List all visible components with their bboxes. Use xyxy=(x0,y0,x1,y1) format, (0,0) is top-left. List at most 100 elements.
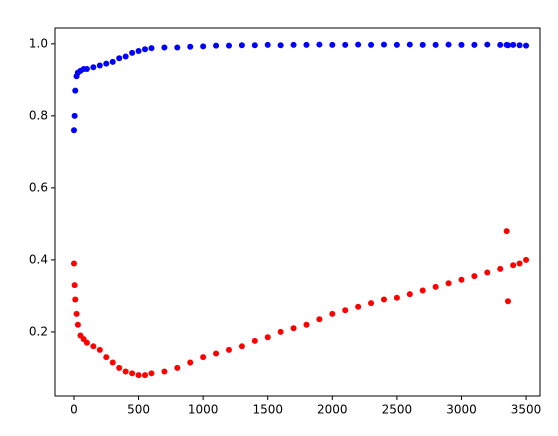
point xyxy=(504,298,511,305)
y-tick-label: 0.6 xyxy=(29,180,48,194)
x-tick-label: 3500 xyxy=(511,403,542,417)
point xyxy=(503,228,510,235)
point xyxy=(368,41,375,48)
point xyxy=(510,262,517,269)
point xyxy=(122,368,129,375)
x-tick-label: 2000 xyxy=(317,403,348,417)
point xyxy=(406,291,413,298)
point xyxy=(342,41,349,48)
point xyxy=(471,41,478,48)
point xyxy=(103,354,110,361)
point xyxy=(342,307,349,314)
point xyxy=(393,294,400,301)
point xyxy=(71,112,78,119)
x-tick-label: 500 xyxy=(127,403,150,417)
point xyxy=(497,41,504,48)
point xyxy=(225,42,232,49)
point xyxy=(355,303,362,310)
point xyxy=(187,43,194,50)
point xyxy=(471,273,478,280)
point xyxy=(225,346,232,353)
point xyxy=(264,334,271,341)
point xyxy=(251,42,258,49)
plot-frame xyxy=(54,27,541,397)
point xyxy=(303,41,310,48)
point xyxy=(129,49,136,56)
point xyxy=(161,368,168,375)
point xyxy=(251,337,258,344)
point xyxy=(523,256,530,263)
point xyxy=(380,296,387,303)
x-tick-label: 2500 xyxy=(382,403,413,417)
point xyxy=(380,41,387,48)
point xyxy=(148,370,155,377)
point xyxy=(83,339,90,346)
point xyxy=(213,350,220,357)
point xyxy=(445,41,452,48)
point xyxy=(355,41,362,48)
point xyxy=(432,283,439,290)
point xyxy=(213,42,220,49)
x-tick-label: 1000 xyxy=(188,403,219,417)
point xyxy=(109,58,116,65)
point xyxy=(316,41,323,48)
point xyxy=(316,316,323,323)
point xyxy=(458,41,465,48)
point xyxy=(161,44,168,51)
point xyxy=(90,64,97,71)
point xyxy=(96,62,103,69)
point xyxy=(135,48,142,55)
y-tick-label: 0.4 xyxy=(29,252,48,266)
y-tick-label: 1.0 xyxy=(29,36,48,50)
point xyxy=(238,343,245,350)
point xyxy=(174,44,181,51)
x-tick-label: 0 xyxy=(70,403,78,417)
point xyxy=(277,42,284,49)
point xyxy=(109,359,116,366)
point xyxy=(406,41,413,48)
point xyxy=(116,55,123,62)
point xyxy=(432,41,439,48)
point xyxy=(277,328,284,335)
point xyxy=(142,46,149,53)
point xyxy=(129,370,136,377)
point xyxy=(290,325,297,332)
point xyxy=(187,359,194,366)
point xyxy=(148,45,155,52)
point xyxy=(74,321,81,328)
point xyxy=(83,66,90,73)
y-tick-label: 0.8 xyxy=(29,108,48,122)
point xyxy=(135,372,142,379)
point xyxy=(174,364,181,371)
point xyxy=(368,300,375,307)
point xyxy=(71,282,78,289)
point xyxy=(238,42,245,49)
point xyxy=(523,42,530,49)
point xyxy=(72,87,79,94)
point xyxy=(96,346,103,353)
point xyxy=(122,53,129,60)
point xyxy=(393,41,400,48)
point xyxy=(516,260,523,267)
point xyxy=(72,296,79,303)
point xyxy=(303,321,310,328)
point xyxy=(200,43,207,50)
point xyxy=(510,41,517,48)
point xyxy=(329,310,336,317)
point xyxy=(329,41,336,48)
point xyxy=(484,269,491,276)
point xyxy=(70,260,77,267)
point xyxy=(458,276,465,283)
point xyxy=(70,127,77,134)
point xyxy=(497,265,504,272)
point xyxy=(419,287,426,294)
point xyxy=(200,354,207,361)
point xyxy=(116,364,123,371)
point xyxy=(73,310,80,317)
point xyxy=(90,343,97,350)
point xyxy=(264,41,271,48)
point xyxy=(419,41,426,48)
point xyxy=(445,280,452,287)
point xyxy=(103,60,110,67)
